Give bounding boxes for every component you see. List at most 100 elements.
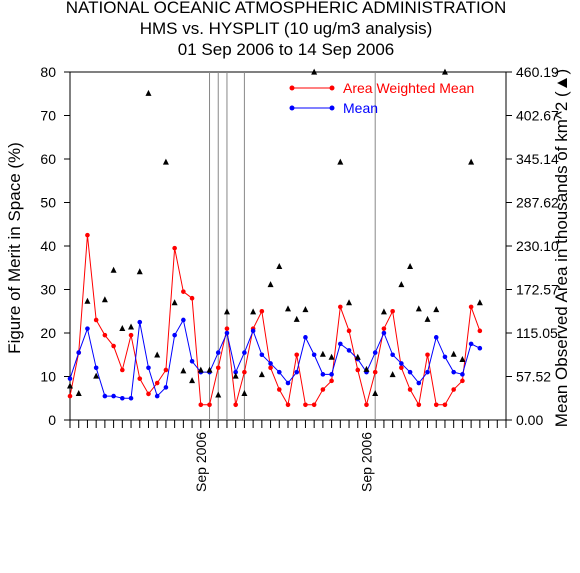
series-2 [67,68,483,398]
area-triangle-point [119,324,126,331]
series-point [242,350,247,355]
y-axis-right-tick-label: 402.67 [516,107,559,123]
title-line-3: 01 Sep 2006 to 14 Sep 2006 [178,40,394,59]
series-point [346,348,352,353]
series-point [425,352,430,358]
area-triangle-point [145,89,152,96]
area-triangle-point [258,371,265,378]
series-point [163,367,169,373]
area-triangle-point [180,367,187,374]
series-point [311,402,317,408]
series-point [224,326,230,331]
x-axis: Sep 2006 Sep 2006 [69,420,507,492]
series-point [120,395,125,401]
series-point [372,350,378,355]
series-point [416,402,422,408]
series-point [233,402,238,408]
series-point [172,245,177,251]
series-point [268,365,273,371]
series-point [338,341,343,347]
series-point [111,343,116,349]
area-triangle-point [354,353,361,360]
series-point [433,335,439,340]
y-axis-right-label: Mean Observed Area in thousands of km^2 … [552,69,571,427]
series-point [381,330,387,336]
series-point [407,369,413,375]
series-layer [67,68,483,408]
legend-label-area-weighted: Area Weighted Mean [343,80,474,96]
series-point [329,378,334,384]
series-point [460,372,465,377]
series-point [154,393,160,399]
series-line [69,318,481,399]
series-point [181,317,186,323]
series-point [137,376,143,381]
area-triangle-point [311,68,318,75]
y-axis-left-tick-label: 30 [40,282,56,298]
series-point [320,372,326,377]
area-triangle-point [110,266,117,273]
plot-frame [69,71,507,421]
area-triangle-point [450,350,457,357]
series-point [442,354,448,360]
series-point [259,308,265,314]
series-point [85,232,90,238]
area-triangle-point [84,297,91,304]
area-triangle-point [250,308,257,315]
area-triangle-point [293,315,300,322]
series-point [477,345,483,351]
series-point [285,402,291,408]
series-point [181,289,186,294]
series-point [294,352,300,358]
series-point [460,378,465,384]
y-axis-left-tick-label: 60 [40,151,56,167]
series-point [320,387,326,392]
series-line [69,235,481,407]
series-point [303,402,308,408]
series-point [442,402,448,408]
series-point [433,402,439,408]
area-triangle-point [75,390,82,397]
series-point [76,350,82,355]
series-point [416,380,422,386]
area-triangle-point [267,281,274,288]
legend-marker-area-weighted [329,85,335,91]
series-point [294,369,300,375]
x-axis-tick-label: Sep 2006 [358,432,374,492]
y-axis-left-tick-label: 40 [40,238,56,254]
series-point [85,326,90,331]
area-triangle-point [189,377,196,384]
series-point [355,367,361,373]
series-point [207,402,212,408]
series-0 [67,232,483,408]
series-point [198,402,204,408]
series-point [128,395,134,401]
series-point [451,387,456,392]
series-point [259,352,265,358]
y-axis-left-tick-label: 0 [48,412,56,428]
series-point [224,330,230,336]
vertical-marker-lines [209,72,376,420]
series-point [390,308,395,314]
series-point [93,317,99,323]
series-point [250,328,256,334]
series-point [215,350,221,355]
series-point [268,361,273,366]
area-triangle-point [407,262,414,269]
series-point [346,328,352,334]
series-point [390,352,395,358]
series-point [372,369,378,375]
series-point [102,393,108,399]
title-line-2: HMS vs. HYSPLIT (10 ug/m3 analysis) [140,19,433,38]
series-point [381,326,387,331]
area-triangle-point [241,390,248,397]
series-point [146,365,151,371]
series-point [102,332,108,338]
series-point [276,369,282,375]
y-axis-right-tick-label: 460.19 [516,64,559,80]
area-triangle-point [302,306,309,313]
area-triangle-point [136,268,143,275]
series-point [285,380,291,386]
chart-title: NATIONAL OCEANIC ATMOSPHERIC ADMINISTRAT… [66,0,506,59]
y-axis-right-tick-label: 57.52 [516,369,551,385]
